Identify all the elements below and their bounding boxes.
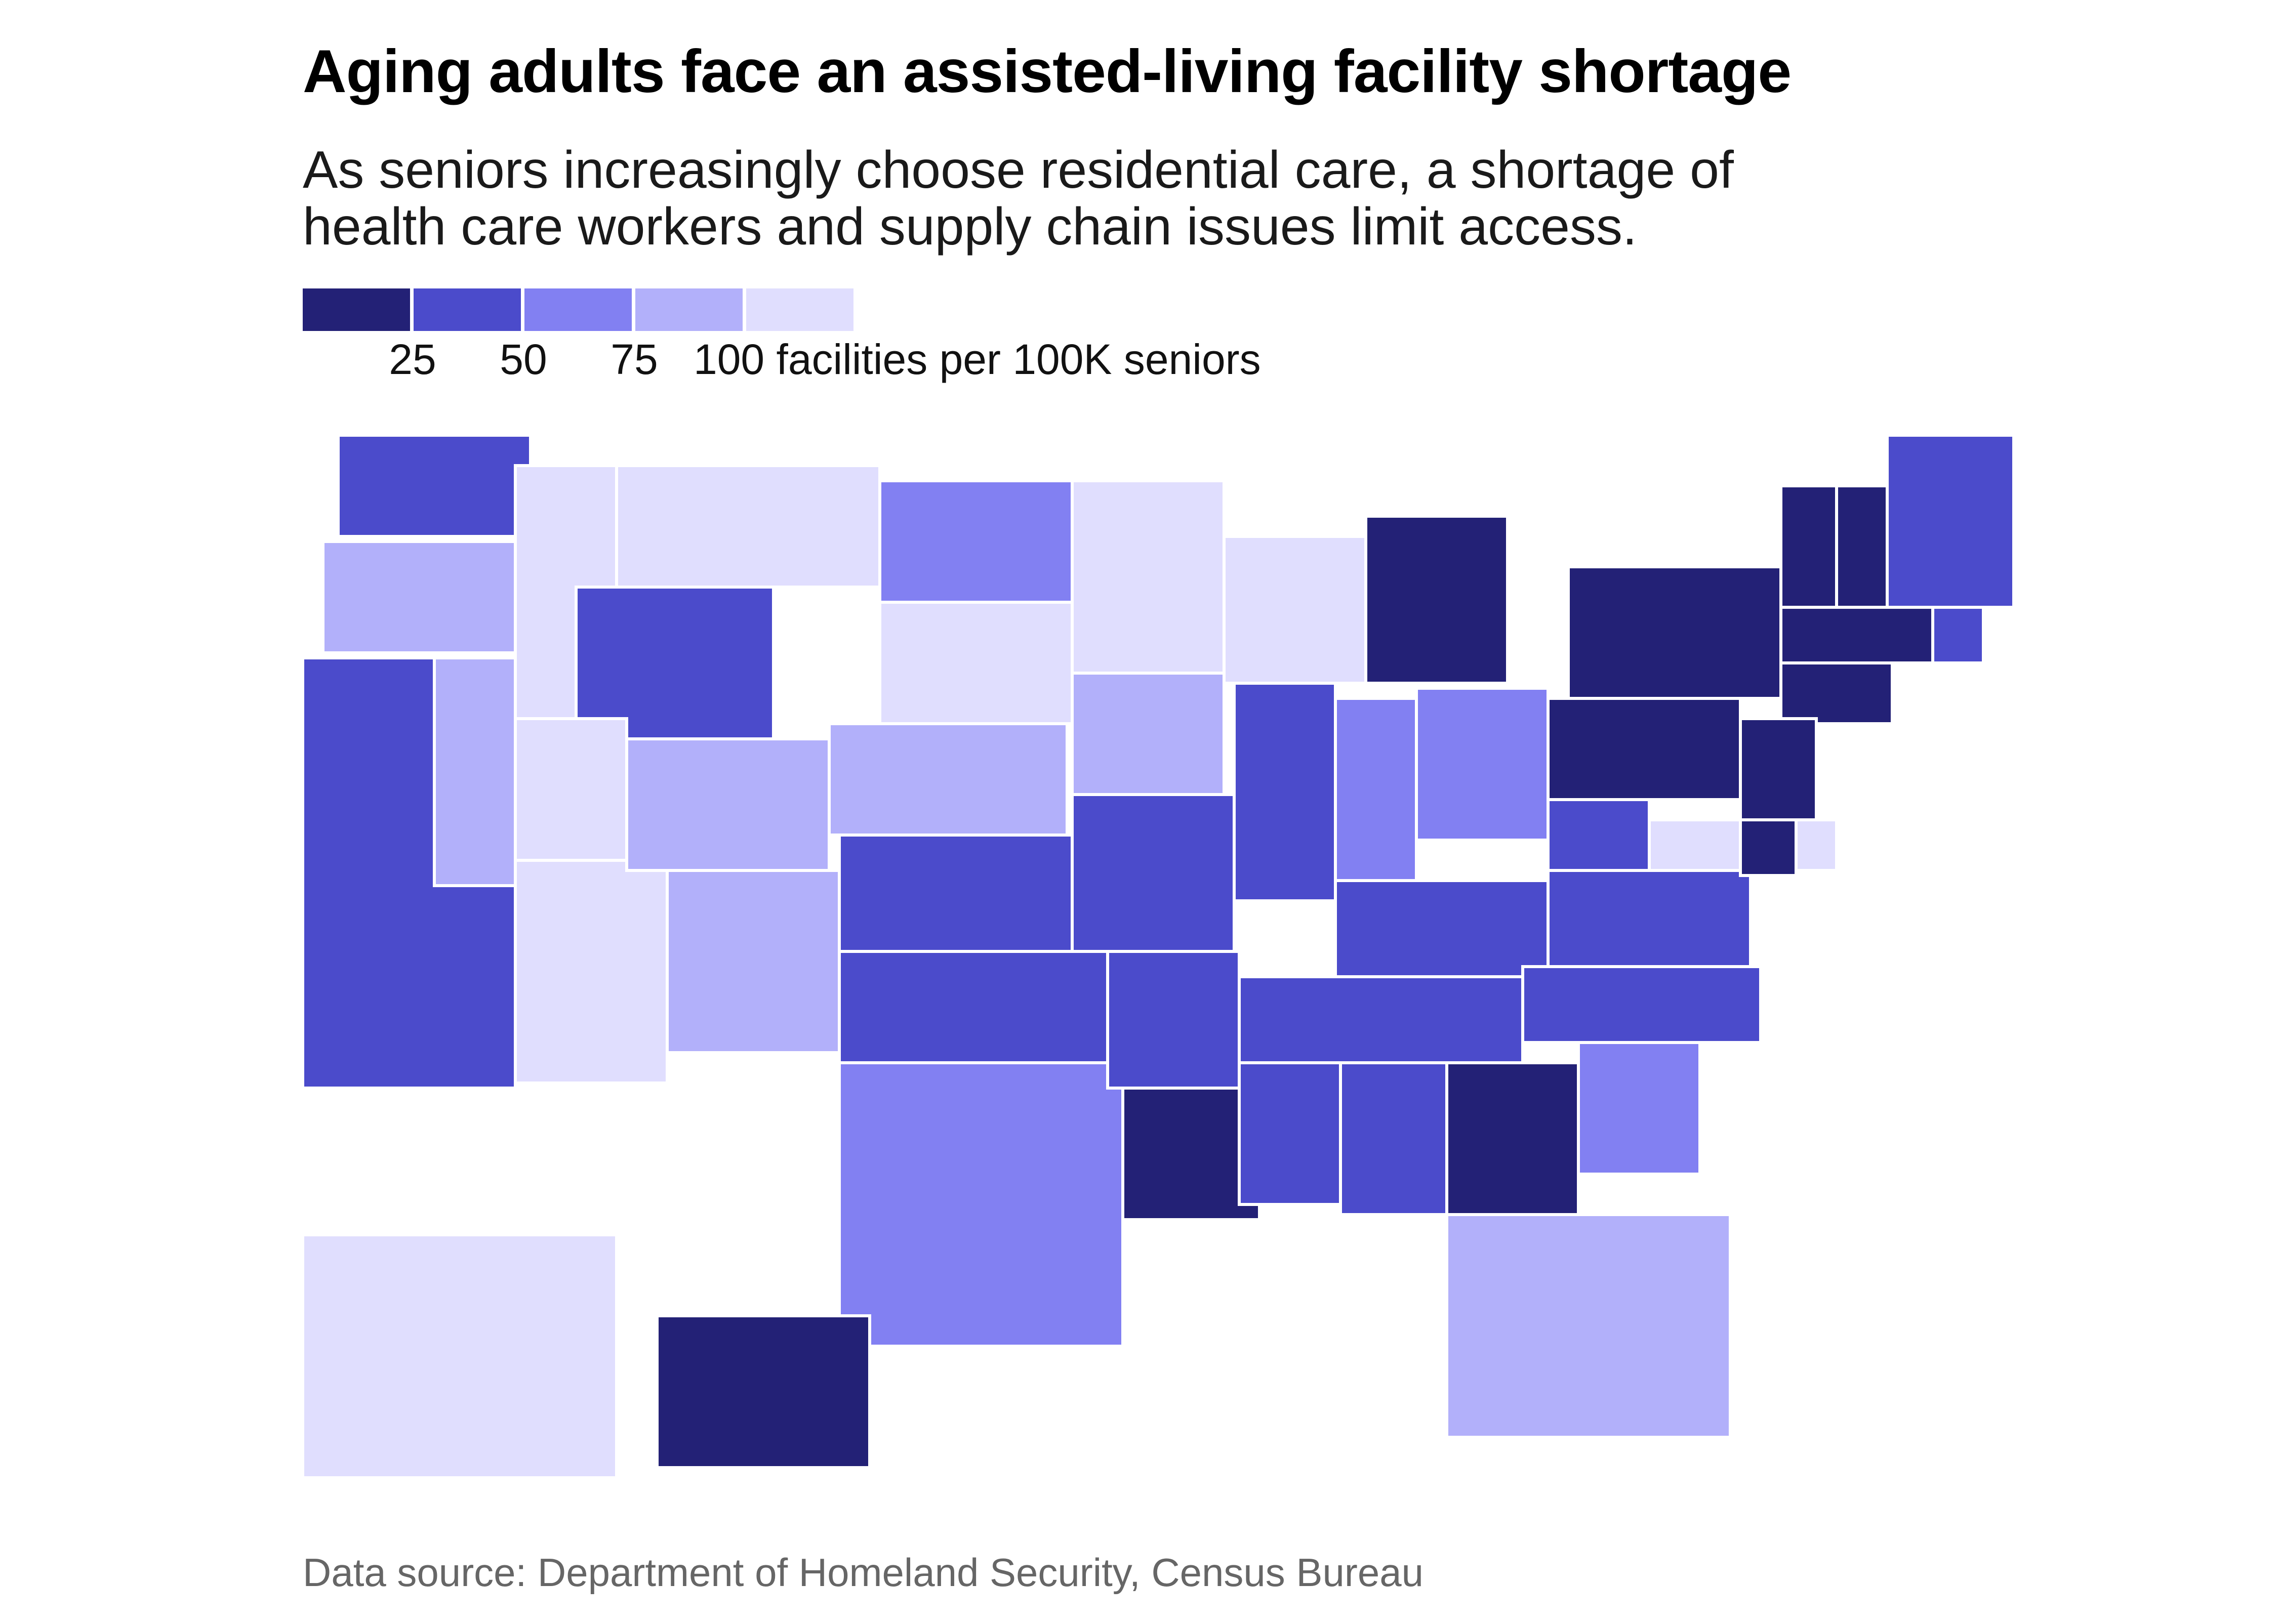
legend-tick-75: 75: [611, 336, 658, 383]
state-wv: [1547, 798, 1651, 872]
legend-swatch-4: [635, 288, 743, 331]
legend-tick-25: 25: [389, 336, 436, 383]
state-la: [1121, 1087, 1261, 1221]
state-ga: [1445, 1061, 1580, 1216]
state-ak: [303, 1233, 618, 1479]
state-ky: [1334, 879, 1550, 978]
state-tx: [838, 1061, 1124, 1348]
state-de: [1739, 818, 1798, 877]
state-pa: [1547, 697, 1742, 801]
legend-tick-50: 50: [500, 336, 547, 383]
state-ma: [1779, 606, 1934, 664]
state-ne: [828, 722, 1069, 837]
state-mi: [1364, 515, 1509, 685]
state-ks: [838, 834, 1074, 953]
state-fl: [1445, 1213, 1732, 1439]
legend-swatch-3: [524, 288, 632, 331]
state-in: [1334, 697, 1418, 882]
state-az: [514, 859, 669, 1085]
legend-swatch-1: [303, 288, 410, 331]
state-nh: [1835, 484, 1889, 609]
state-al: [1339, 1061, 1448, 1216]
state-nd: [878, 479, 1074, 604]
state-hi: [656, 1314, 871, 1469]
us-choropleth-map: [303, 434, 2015, 1479]
legend-swatches: [303, 288, 855, 331]
state-sc: [1577, 1041, 1701, 1176]
state-mt: [615, 464, 881, 589]
state-nj: [1739, 717, 1818, 821]
state-or: [321, 540, 522, 654]
subtitle-line-2: health care workers and supply chain iss…: [303, 197, 1637, 256]
state-ok: [838, 950, 1109, 1064]
subtitle-line-1: As seniors increasingly choose residenti…: [303, 141, 1734, 199]
legend-swatch-2: [414, 288, 521, 331]
state-va: [1547, 869, 1752, 968]
state-ms: [1238, 1061, 1342, 1206]
state-ia: [1071, 672, 1226, 796]
state-md: [1648, 818, 1742, 872]
state-ny: [1567, 565, 1782, 700]
state-dc: [1795, 818, 1838, 872]
data-source-note: Data source: Department of Homeland Secu…: [303, 1550, 1423, 1595]
state-nm: [666, 869, 841, 1054]
state-oh: [1415, 687, 1550, 842]
state-wi: [1223, 535, 1367, 685]
state-mn: [1071, 479, 1226, 675]
chart-subtitle: As seniors increasingly choose residenti…: [303, 142, 2074, 255]
state-nc: [1521, 965, 1762, 1044]
state-ar: [1106, 950, 1241, 1090]
state-il: [1233, 682, 1337, 902]
state-ct: [1779, 661, 1894, 725]
state-sd: [878, 601, 1074, 725]
state-me: [1886, 434, 2015, 609]
state-wa: [337, 434, 532, 538]
state-mo: [1071, 793, 1236, 953]
state-co: [625, 737, 831, 872]
state-tn: [1238, 975, 1524, 1064]
state-ut: [514, 717, 628, 862]
state-wy: [575, 586, 775, 740]
legend-end-label: 100 facilities per 100K seniors: [694, 336, 1261, 383]
state-ri: [1931, 606, 1985, 664]
state-layer: [303, 434, 2015, 1479]
legend-swatch-5: [746, 288, 853, 331]
chart-title: Aging adults face an assisted-living fac…: [303, 37, 1792, 105]
state-vt: [1779, 484, 1838, 609]
